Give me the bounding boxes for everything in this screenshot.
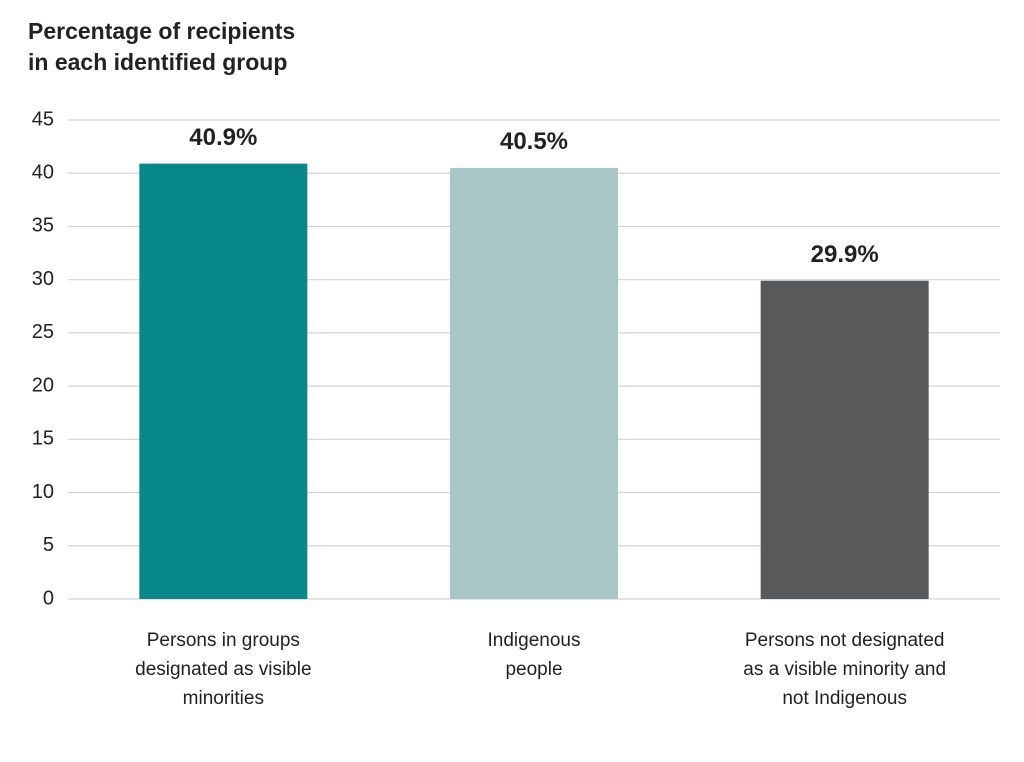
- x-tick-label: Indigenous people: [487, 630, 581, 680]
- y-tick-label: 30: [32, 268, 54, 290]
- bar: [139, 163, 308, 600]
- y-tick-label: 20: [32, 374, 54, 396]
- y-tick-label: 35: [32, 215, 54, 237]
- value-label: 29.9%: [811, 241, 879, 268]
- bar: [760, 280, 929, 599]
- y-tick-label: 15: [32, 428, 54, 450]
- x-tick-label: Persons not designated as a visible mino…: [743, 630, 947, 709]
- y-tick-label: 0: [43, 587, 54, 609]
- value-label: 40.5%: [500, 128, 568, 155]
- y-tick-label: 5: [43, 534, 54, 556]
- bar: [450, 167, 618, 599]
- y-tick-label: 10: [32, 481, 54, 503]
- y-tick-label: 40: [32, 162, 54, 184]
- x-tick-label: Persons in groups designated as visible …: [135, 630, 312, 709]
- y-tick-label: 25: [32, 321, 54, 343]
- y-tick-label: 45: [32, 108, 54, 130]
- value-label: 40.9%: [189, 124, 257, 151]
- chart-title: Percentage of recipients in each identif…: [28, 18, 296, 75]
